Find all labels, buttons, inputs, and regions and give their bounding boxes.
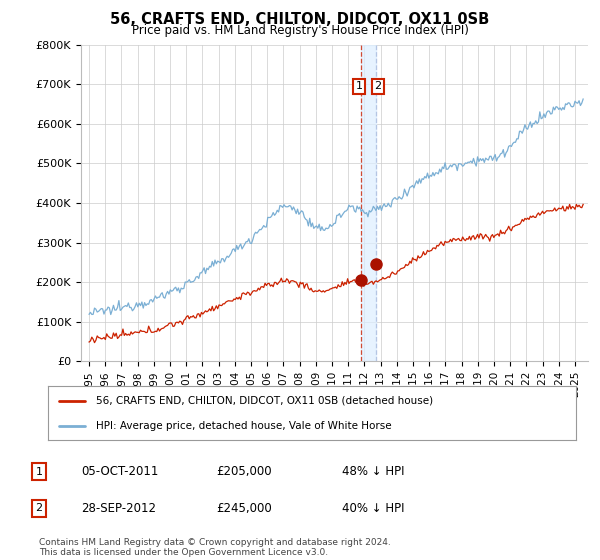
Text: 48% ↓ HPI: 48% ↓ HPI (342, 465, 404, 478)
Text: HPI: Average price, detached house, Vale of White Horse: HPI: Average price, detached house, Vale… (95, 421, 391, 431)
Text: £245,000: £245,000 (216, 502, 272, 515)
Text: 2: 2 (374, 81, 382, 91)
Text: Contains HM Land Registry data © Crown copyright and database right 2024.
This d: Contains HM Land Registry data © Crown c… (39, 538, 391, 557)
Text: 56, CRAFTS END, CHILTON, DIDCOT, OX11 0SB (detached house): 56, CRAFTS END, CHILTON, DIDCOT, OX11 0S… (95, 396, 433, 406)
Text: 40% ↓ HPI: 40% ↓ HPI (342, 502, 404, 515)
Text: 28-SEP-2012: 28-SEP-2012 (81, 502, 156, 515)
Bar (361, 45, 376, 361)
Text: 1: 1 (35, 466, 43, 477)
Text: Price paid vs. HM Land Registry's House Price Index (HPI): Price paid vs. HM Land Registry's House … (131, 24, 469, 37)
Text: 2: 2 (35, 503, 43, 514)
Text: 05-OCT-2011: 05-OCT-2011 (81, 465, 158, 478)
Text: 1: 1 (355, 81, 362, 91)
Text: 56, CRAFTS END, CHILTON, DIDCOT, OX11 0SB: 56, CRAFTS END, CHILTON, DIDCOT, OX11 0S… (110, 12, 490, 27)
Text: £205,000: £205,000 (216, 465, 272, 478)
